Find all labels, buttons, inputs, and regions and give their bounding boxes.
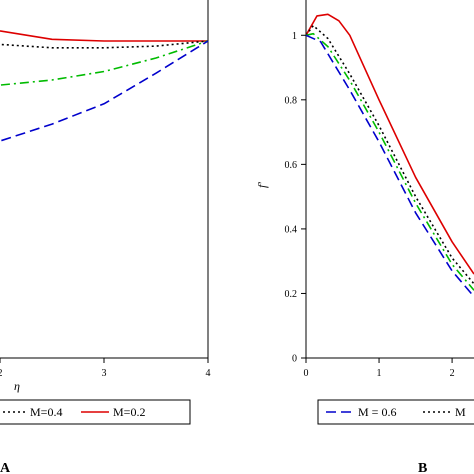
panel-b-y-tick-label: 0.4 xyxy=(285,224,298,235)
panel-a-x-tick-label: 2 xyxy=(0,368,3,379)
panel-a-label: A xyxy=(0,461,11,474)
panel-a-x-label: η xyxy=(14,379,20,393)
panel-a-series xyxy=(0,30,209,142)
panel-b-y-label: f′ xyxy=(255,182,269,188)
panel-a-series-line-0 xyxy=(0,30,208,42)
panel-b-y-tick-label: 0.6 xyxy=(285,160,298,171)
panel-b: 0 1 2 0 0.2 0.4 0.6 0.8 1 f′ M = 0.6 M B xyxy=(255,0,474,474)
panel-b-y-tick-label: 0.8 xyxy=(285,95,298,106)
panel-a-legend-label: M=0.2 xyxy=(113,405,145,419)
panel-a-x-tick-label: 4 xyxy=(206,368,211,379)
panel-b-y-tick-label: 0.2 xyxy=(285,289,298,300)
panel-b-x-ticks: 0 1 2 xyxy=(304,358,455,379)
panel-a-x-ticks: 2 3 4 xyxy=(0,358,211,379)
panel-a-legend-label: M=0.4 xyxy=(30,405,62,419)
panel-b-series-line-1 xyxy=(305,24,474,285)
panel-b-y-tick-label: 0 xyxy=(292,354,297,365)
panel-b-legend: M = 0.6 M xyxy=(317,399,474,425)
panel-a-legend: M=0.4 M=0.2 xyxy=(0,399,191,425)
panel-b-x-tick-label: 2 xyxy=(450,368,455,379)
panel-a-series-line-3 xyxy=(0,40,209,142)
panel-b-series xyxy=(305,13,474,298)
panel-b-series-line-2 xyxy=(305,32,474,291)
panel-b-legend-label: M xyxy=(455,405,466,419)
panel-b-x-tick-label: 1 xyxy=(377,368,382,379)
panel-a-x-tick-label: 3 xyxy=(102,368,107,379)
panel-b-label: B xyxy=(418,461,427,474)
panel-b-x-tick-label: 0 xyxy=(304,368,309,379)
panel-a: 2 3 4 η M=0.4 M=0.2 A xyxy=(0,0,211,474)
panel-b-y-ticks: 0 0.2 0.4 0.6 0.8 1 xyxy=(285,31,306,365)
panel-b-legend-label: M = 0.6 xyxy=(358,405,396,419)
panel-a-series-line-1 xyxy=(0,40,209,49)
panel-b-y-tick-label: 1 xyxy=(292,31,297,42)
panel-a-series-line-2 xyxy=(0,40,209,86)
panel-b-series-line-0 xyxy=(305,13,474,275)
panel-b-series-line-3 xyxy=(305,34,474,298)
